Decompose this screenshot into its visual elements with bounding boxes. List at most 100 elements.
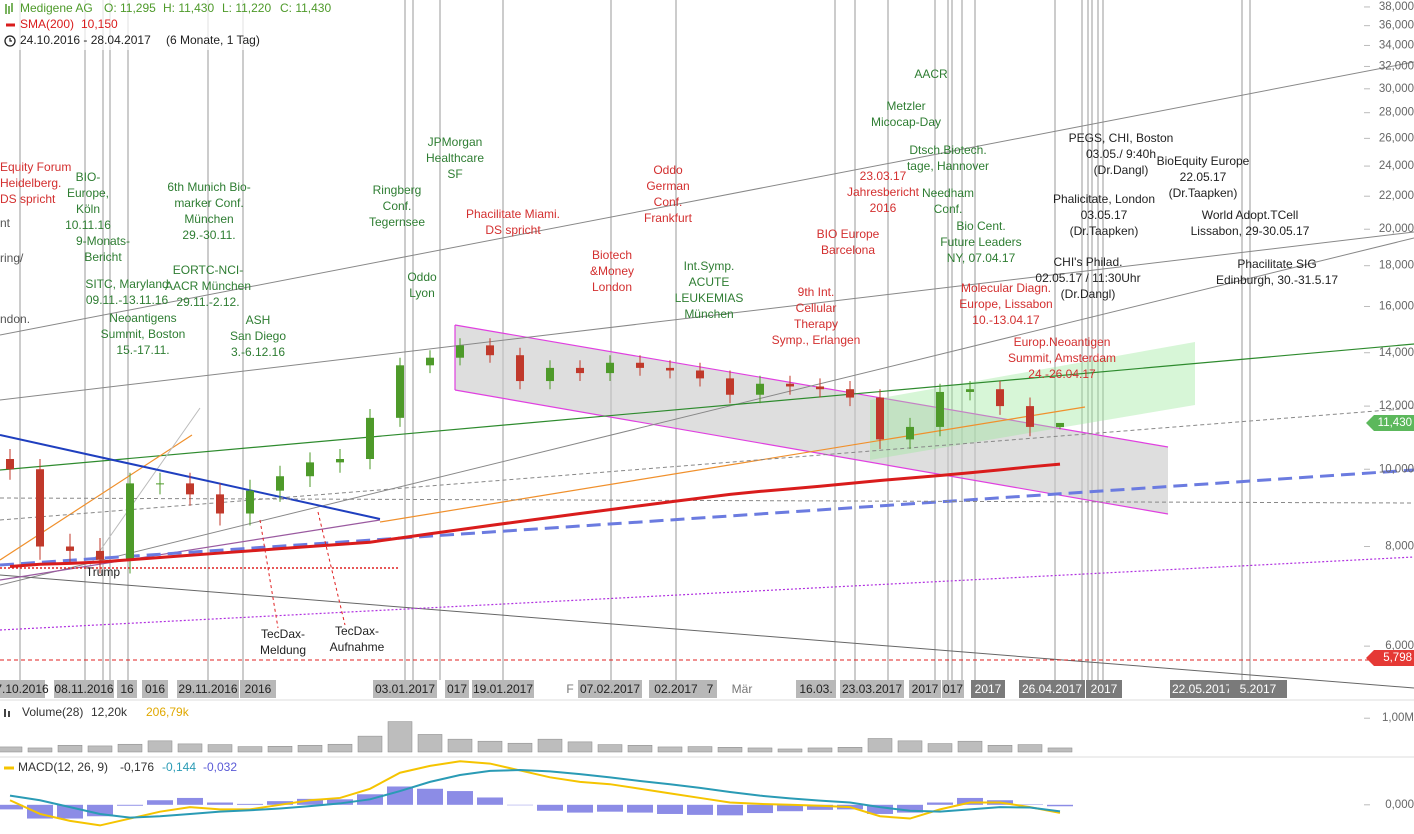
annotation: 09.11.-13.11.16 [86,293,169,307]
macd-histogram [537,804,563,811]
annotation: Molecular Diagn. [961,281,1051,295]
volume-bar [867,738,893,753]
volume-bar [957,740,983,753]
annotation: 02.05.17 / 11:30Uhr [1035,271,1140,285]
annotation: Int.Symp. [684,259,735,273]
volume-bar [747,747,773,753]
candle-body [6,459,14,470]
volume-bar [297,744,323,753]
annotation: 6th Munich Bio- [167,180,250,194]
volume-bar [927,743,953,753]
y-tick-label: 12,000 [1379,400,1414,412]
candle-body [96,550,104,560]
candle-body [666,367,674,371]
x-date-label: 016 [145,682,165,696]
annotation: World Adopt.TCell [1202,208,1299,222]
y-tick-label: 0,000 [1385,799,1414,811]
date-box [177,680,239,698]
volume-bar [87,745,113,753]
candle-body [36,469,44,547]
annotation: SITC, Maryland [85,277,168,291]
x-date-label: 7.10.2016 [0,682,49,696]
macd-histogram [177,797,203,805]
volume-bar [807,747,833,753]
candle-body [516,355,524,382]
annotation: Summit, Boston [101,327,186,341]
annotation: TecDax- [335,624,379,638]
arrow-line [317,511,346,626]
x-date-label: F [566,682,573,696]
candle-body [726,378,734,395]
annotation: Aufnahme [330,640,385,654]
annotation: Europ.Neoantigen [1014,335,1111,349]
annotation: (Dr.Dangl) [1094,163,1149,177]
annotation: BIO- [76,170,101,184]
price-badge [1366,649,1414,666]
x-date-label: 2017 [912,682,939,696]
trend-line [0,61,1414,336]
candle-body [246,490,254,514]
macd-histogram [567,804,593,813]
annotation: Phalicitate, London [1053,192,1155,206]
annotation: Therapy [794,317,838,331]
candle-body [306,462,314,477]
y-tick-label: 20,000 [1379,223,1414,235]
date-box [649,680,703,698]
annotation: 23.03.17 [860,169,907,183]
y-tick-label: 8,000 [1385,541,1414,553]
annotation: SF [447,167,462,181]
candle-body [846,389,854,398]
candle-body [816,386,824,390]
volume-bar [1047,747,1073,753]
annotation: London [592,280,632,294]
annotation: Oddo [653,163,683,177]
annotation: Bericht [84,250,122,264]
date-box [54,680,114,698]
annotation: Bio Cent. [956,219,1005,233]
y-tick-label: 34,000 [1379,39,1414,51]
candle-body [606,362,614,374]
date-box [472,680,534,698]
annotation: AACR München [165,279,251,293]
legend-bg [0,0,340,50]
y-tick-label: 16,000 [1379,301,1414,313]
date-range: 24.10.2016 - 28.04.2017 [20,33,151,47]
x-date-label: 03.01.2017 [375,682,435,696]
sma-value: 10,150 [81,17,118,31]
annotation: PEGS, CHI, Boston [1069,131,1174,145]
y-tick-label: 10,000 [1379,463,1414,475]
candle-body [366,417,374,459]
annotation: AACR [914,67,948,81]
annotation: tage, Hannover [907,159,989,173]
volume-average: 206,79k [146,705,190,719]
date-box [1170,680,1234,698]
y-tick-label: 32,000 [1379,60,1414,72]
macd-line [9,760,1061,827]
annotation: Jahresbericht [847,185,920,199]
annotation: German [646,179,689,193]
annotation: Conf. [383,199,412,213]
annotation: DS spricht [485,223,541,237]
macd-histogram [387,786,413,805]
annotation: TecDax- [261,627,305,641]
date-box [578,680,642,698]
date-box [942,680,964,698]
annotation: marker Conf. [174,196,243,210]
ohlc: O: 11,295 [104,1,156,15]
annotation: EORTC-NCI- [173,263,243,277]
date-box [909,680,941,698]
candle-body [1026,406,1034,427]
annotation: DS spricht [0,192,56,206]
annotation: Europe, Lissabon [959,297,1052,311]
x-date-label: 19.01.2017 [473,682,533,696]
sma-line [9,462,1061,569]
candle-body [576,367,584,374]
macd-histogram [477,797,503,805]
annotation: ring/ [0,251,24,265]
macd-histogram [897,804,923,813]
volume-bar [837,747,863,753]
volume-bar [357,735,383,753]
candle-body [336,459,344,463]
annotation: 15.-17.11. [116,343,169,357]
